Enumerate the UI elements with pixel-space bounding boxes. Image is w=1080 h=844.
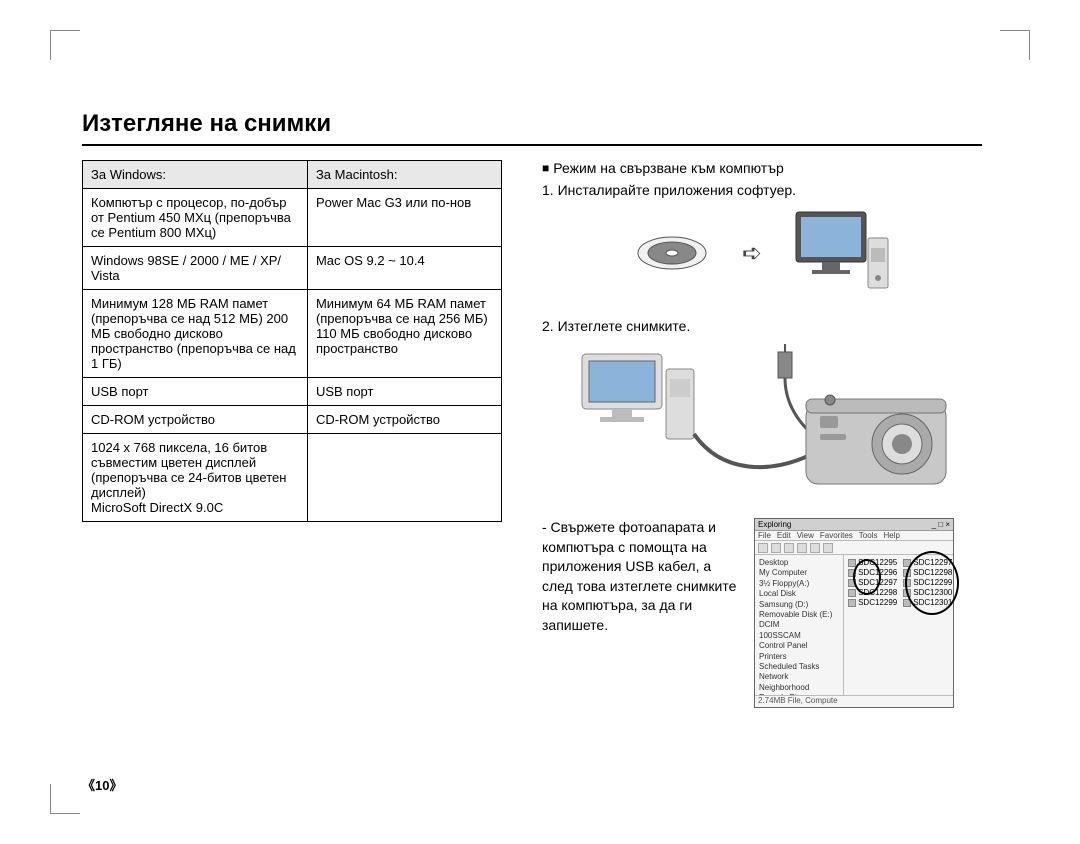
cd-icon — [632, 223, 712, 283]
install-illustration: ➪ — [542, 208, 982, 298]
crop-mark — [1000, 30, 1030, 60]
step-2: 2. Изтеглете снимките. — [542, 318, 982, 334]
crop-mark — [50, 784, 80, 814]
crop-mark — [50, 30, 80, 60]
monitor-icon — [792, 208, 892, 298]
highlight-circle-icon — [905, 551, 959, 615]
table-header-windows: За Windows: — [83, 161, 308, 189]
table-row: 1024 x 768 пиксела, 16 битов съвместим ц… — [83, 434, 502, 522]
explorer-window: Exploring _ □ × File Edit View Favorites… — [754, 518, 954, 708]
requirements-column: За Windows: За Macintosh: Компютър с про… — [82, 160, 502, 708]
table-row: CD-ROM устройство CD-ROM устройство — [83, 406, 502, 434]
table-row: Минимум 128 МБ RAM памет (препоръчва се … — [83, 290, 502, 378]
table-row: USB порт USB порт — [83, 378, 502, 406]
step-1: 1. Инсталирайте приложения софтуер. — [542, 182, 982, 198]
highlight-circle-icon — [853, 559, 881, 595]
mode-header: ■Режим на свързване към компютър — [542, 160, 982, 176]
table-header-mac: За Macintosh: — [307, 161, 501, 189]
table-row: Windows 98SE / 2000 / ME / XP/ Vista Mac… — [83, 247, 502, 290]
requirements-table: За Windows: За Macintosh: Компютър с про… — [82, 160, 502, 522]
page-content: Изтегляне на снимки За Windows: За Macin… — [82, 110, 982, 708]
note-row: - Свържете фотоапарата и компютъра с пом… — [542, 518, 982, 708]
explorer-status: 2.74MB File, Compute — [755, 695, 953, 707]
explorer-titlebar: Exploring _ □ × — [755, 519, 953, 531]
explorer-tree: Desktop My Computer 3½ Floppy(A:) Local … — [755, 555, 844, 695]
explorer-menubar: File Edit View Favorites Tools Help — [755, 531, 953, 541]
window-controls: _ □ × — [932, 520, 950, 529]
arrow-right-icon: ➪ — [742, 239, 762, 268]
bullet-square-icon: ■ — [542, 161, 549, 175]
table-row: Компютър с процесор, по-добър от Pentium… — [83, 189, 502, 247]
instructions-column: ■Режим на свързване към компютър 1. Инст… — [542, 160, 982, 708]
page-number: 《10》 — [82, 775, 123, 794]
download-illustration — [542, 344, 982, 494]
note-text: - Свържете фотоапарата и компютъра с пом… — [542, 518, 742, 636]
page-title: Изтегляне на снимки — [82, 110, 982, 146]
